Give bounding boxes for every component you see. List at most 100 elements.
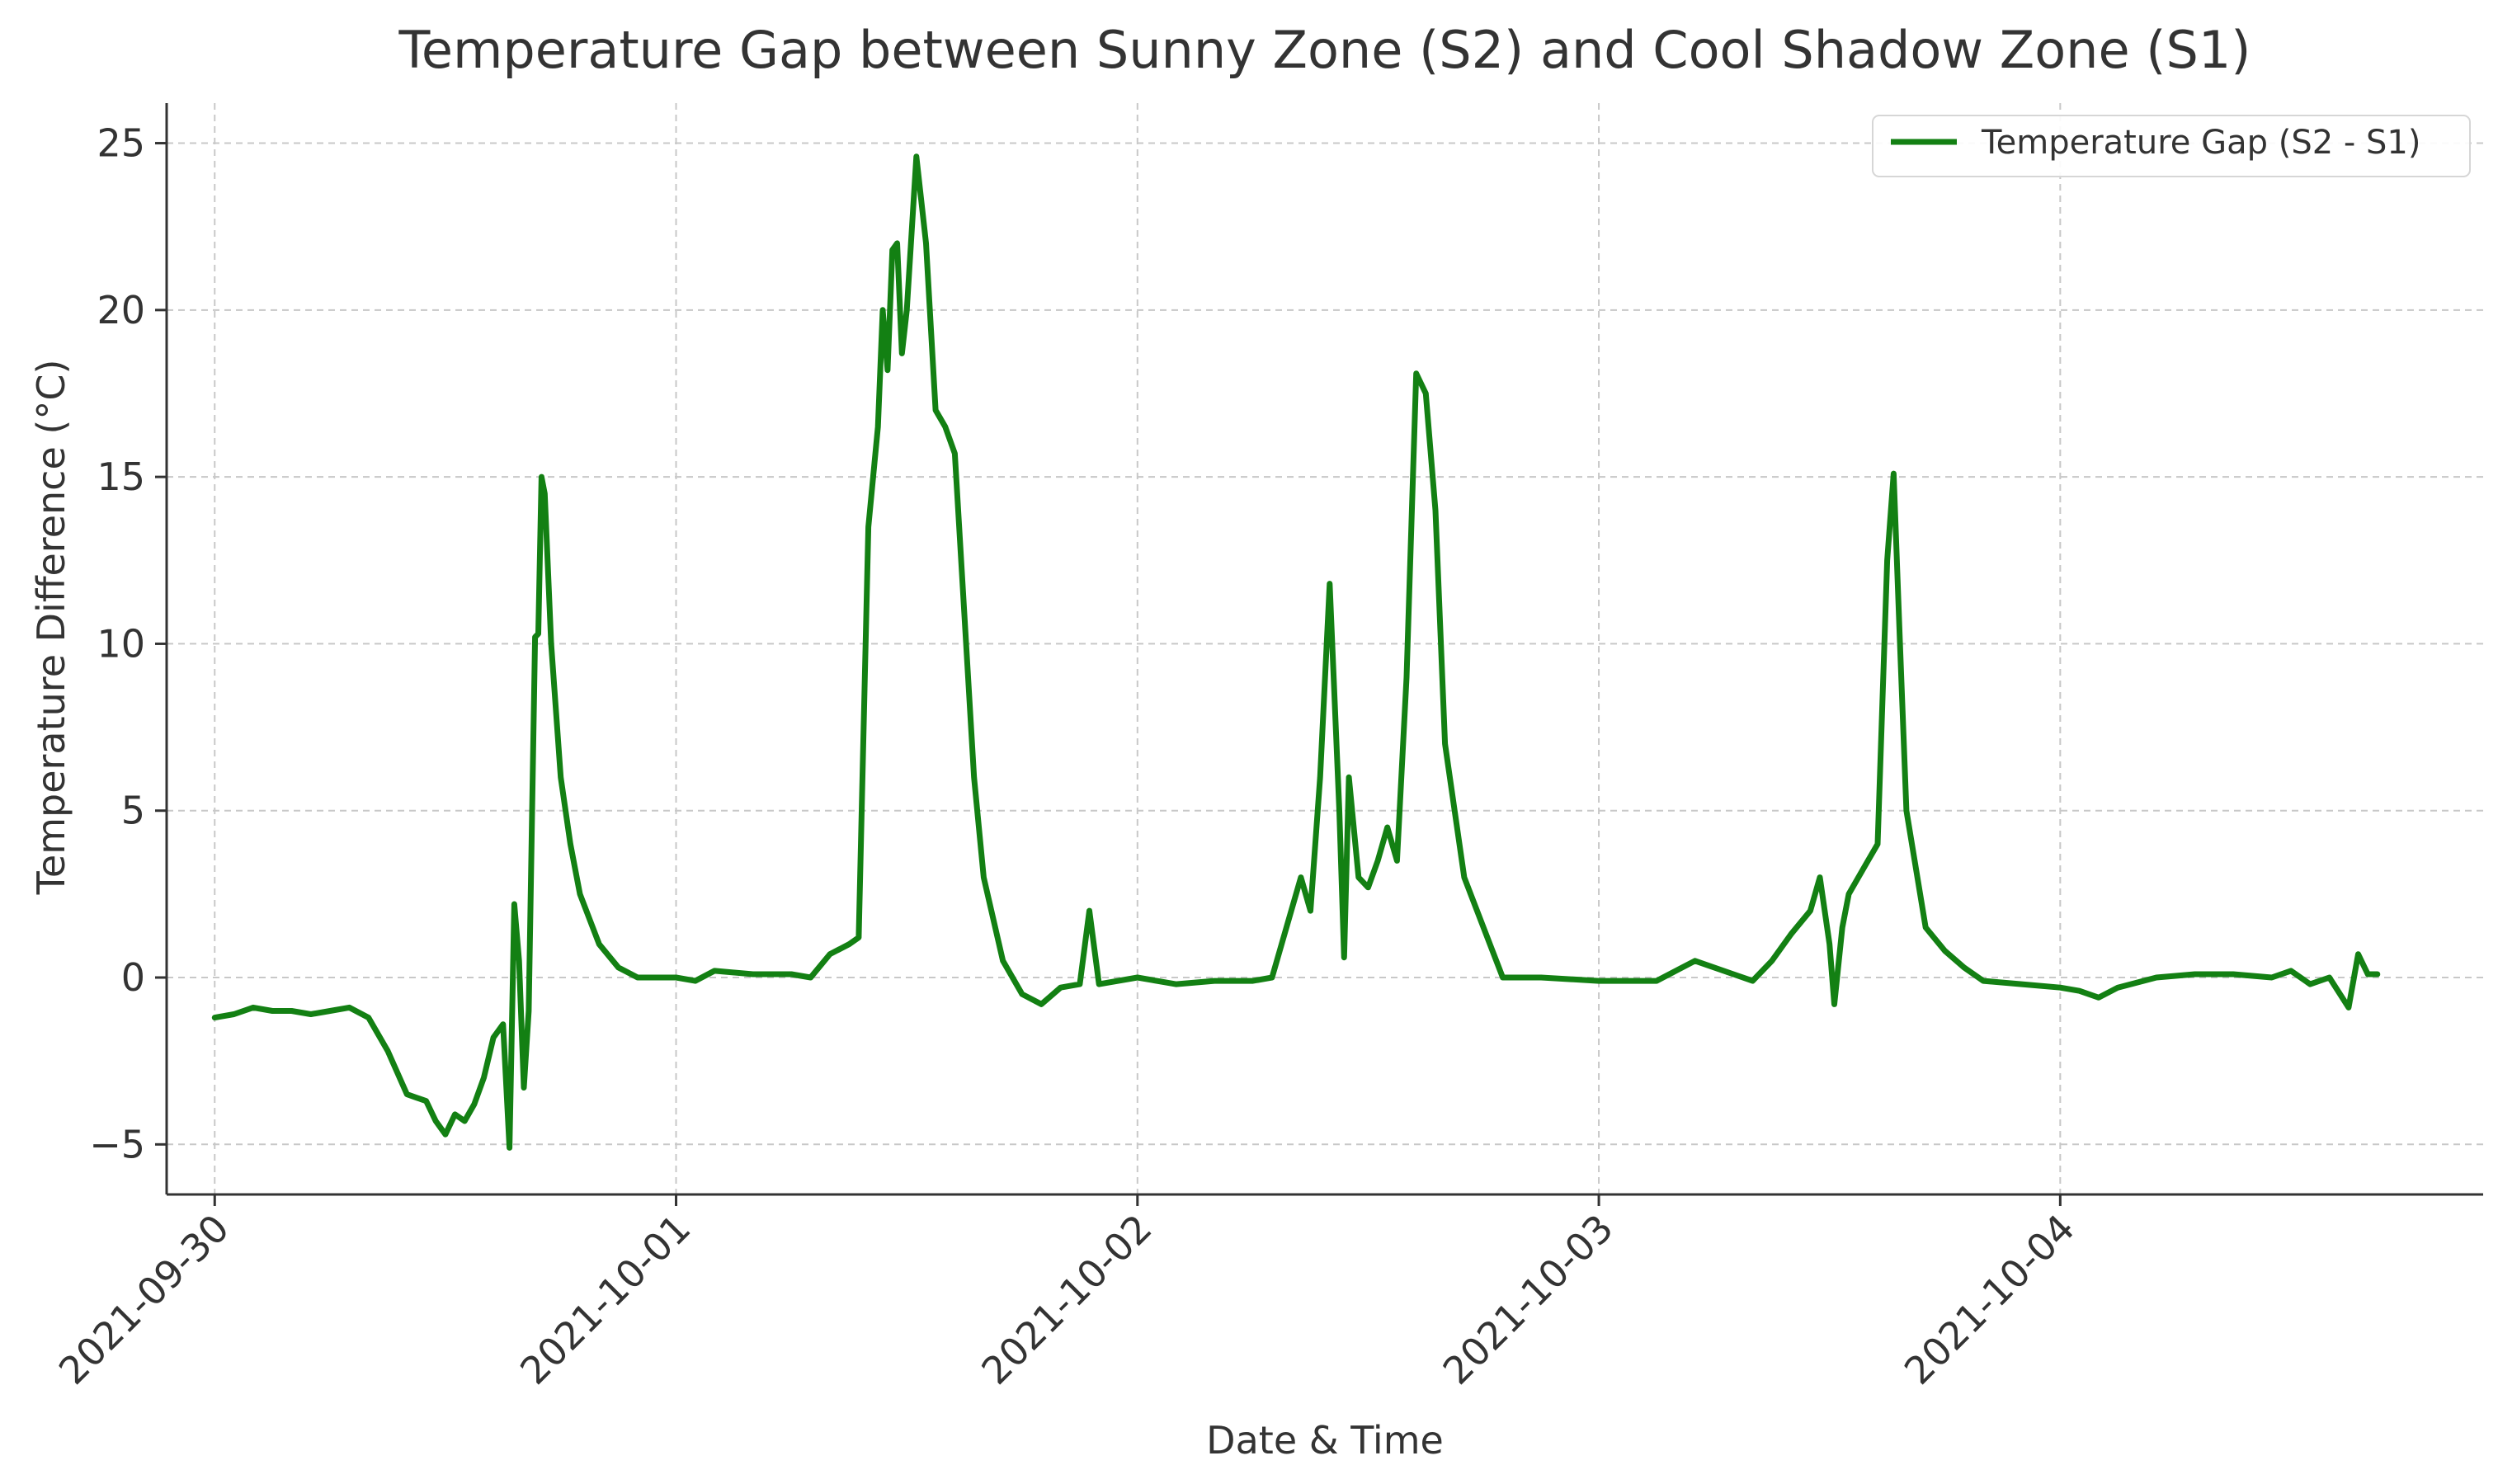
data-point (846, 941, 852, 947)
data-point (2095, 995, 2101, 1001)
data-point (539, 474, 544, 480)
data-point (1173, 982, 1179, 987)
data-point (933, 408, 939, 413)
data-point (270, 1008, 276, 1014)
data-point (1039, 1001, 1044, 1007)
data-point (1250, 978, 1256, 984)
data-point (1840, 925, 1845, 930)
data-point (942, 424, 948, 430)
data-point (2355, 951, 2361, 957)
data-point (2374, 972, 2380, 977)
legend: Temperature Gap (S2 - S1) (1872, 115, 2471, 177)
data-point (1375, 858, 1381, 864)
data-point (880, 307, 885, 313)
data-point (1404, 674, 1409, 680)
data-point (2269, 975, 2274, 980)
data-point (712, 968, 718, 973)
data-point (1897, 641, 1903, 647)
data-point (516, 958, 522, 963)
data-point (549, 641, 554, 647)
data-point (1289, 908, 1294, 914)
data-point (577, 891, 582, 897)
data-point (404, 1091, 410, 1097)
data-point (1654, 978, 1659, 984)
data-point (2288, 968, 2293, 973)
data-point (750, 972, 756, 977)
y-tick-label: 25 (97, 121, 145, 166)
y-axis-title: Temperature Difference (°C) (29, 360, 73, 896)
data-point (1500, 975, 1506, 980)
data-point (1336, 808, 1342, 813)
data-point (875, 424, 881, 430)
data-point (1317, 775, 1323, 780)
data-point (1413, 370, 1419, 376)
data-point (231, 1011, 237, 1017)
data-point (1865, 858, 1871, 864)
data-point (250, 1005, 256, 1011)
data-point (1461, 874, 1467, 880)
data-point (1423, 391, 1429, 396)
data-point (413, 1095, 419, 1100)
data-point (1826, 941, 1832, 947)
data-point (433, 1119, 439, 1124)
data-point (971, 775, 977, 780)
data-point (1433, 507, 1438, 513)
data-point (2057, 985, 2063, 991)
data-point (1269, 975, 1275, 980)
data-point (1981, 978, 1987, 984)
y-tick-label: 15 (97, 455, 145, 499)
data-point (471, 1101, 477, 1107)
data-point (913, 153, 919, 159)
legend-box (1872, 115, 2471, 177)
data-point (521, 1085, 526, 1091)
series-layer (211, 153, 2381, 1151)
data-point (1394, 858, 1400, 864)
data-point (1692, 958, 1698, 963)
data-point (462, 1119, 468, 1124)
data-point (692, 978, 698, 984)
data-point (1481, 925, 1487, 930)
data-point (289, 1008, 295, 1014)
data-point (952, 450, 958, 456)
chart-title: Temperature Gap between Sunny Zone (S2) … (398, 20, 2251, 80)
data-point (346, 1005, 352, 1011)
data-point (1750, 978, 1756, 984)
data-point (2192, 972, 2198, 977)
data-point (442, 1132, 448, 1138)
data-point (2076, 988, 2082, 994)
data-point (2365, 972, 2371, 977)
data-point (1903, 808, 1909, 813)
data-point (1327, 581, 1332, 587)
data-point (1923, 925, 1929, 930)
data-point (1539, 975, 1544, 980)
data-point (212, 1015, 218, 1020)
data-point (2115, 985, 2121, 991)
data-point (1846, 891, 1851, 897)
data-point (542, 491, 548, 497)
data-point (1789, 931, 1794, 937)
data-point (1891, 471, 1897, 477)
data-point (1942, 948, 1948, 954)
data-point (2345, 1005, 2351, 1011)
data-point (1346, 775, 1352, 780)
data-point (532, 634, 538, 640)
data-point (865, 524, 871, 530)
data-point (1308, 908, 1313, 914)
data-point (423, 1098, 429, 1104)
data-point (1212, 978, 1217, 984)
data-point (2307, 982, 2313, 987)
data-point (1086, 908, 1092, 914)
y-ticks: −5 0 5 10 15 20 25 (89, 121, 167, 1166)
y-tick-label: 0 (121, 955, 145, 1000)
legend-label: Temperature Gap (S2 - S1) (1981, 124, 2420, 162)
data-point (855, 935, 861, 940)
data-point (1769, 958, 1775, 963)
data-point (634, 975, 640, 980)
data-point (481, 1075, 487, 1081)
data-point (1355, 874, 1361, 880)
data-point (789, 972, 794, 977)
data-point (1884, 558, 1890, 563)
